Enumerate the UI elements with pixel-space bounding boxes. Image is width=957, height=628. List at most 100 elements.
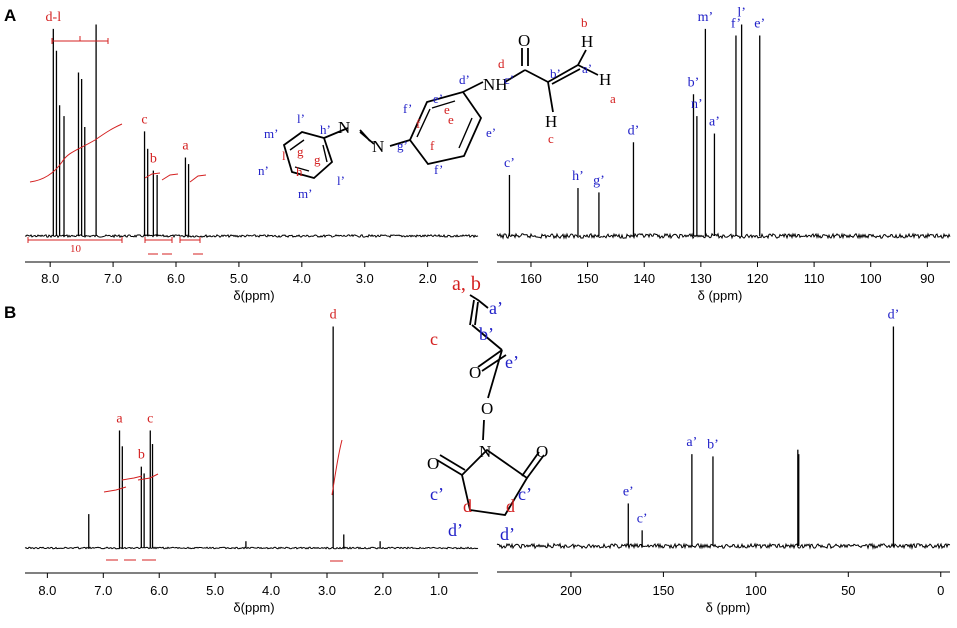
panel-label-b: B: [4, 303, 16, 322]
x-tick-label: 0: [937, 583, 944, 598]
integral-curve-c: [144, 172, 161, 179]
label-f-prime-top: f’: [403, 101, 412, 116]
peak-label: d-l: [46, 10, 62, 25]
x-tick-label: 5.0: [230, 271, 248, 286]
x-tick-label: 7.0: [94, 583, 112, 598]
atom-n1: N: [338, 118, 350, 137]
label-e-prime-bottom: e’: [486, 125, 496, 140]
peak-label: b: [150, 152, 157, 167]
label-e-prime-top: e’: [433, 91, 443, 106]
label-h-prime: h’: [320, 122, 331, 137]
ring-label-f-top: f: [416, 116, 421, 131]
label-a: a: [610, 91, 616, 106]
spectrum-baseline: [496, 542, 951, 551]
phenyl-ring-right: [408, 90, 483, 166]
x-axis-title: δ(ppm): [233, 288, 274, 303]
x-axis-title: δ (ppm): [706, 600, 751, 615]
x-tick-label: 140: [633, 271, 655, 286]
peak-label: c’: [504, 156, 515, 171]
x-tick-label: 6.0: [150, 583, 168, 598]
label-e-prime-b: e’: [505, 352, 519, 372]
x-tick-label: 8.0: [38, 583, 56, 598]
x-tick-label: 6.0: [167, 271, 185, 286]
x-tick-label: 130: [690, 271, 712, 286]
atom-n2: N: [372, 137, 384, 156]
label-d-right: d: [506, 496, 515, 516]
label-c-b: c: [430, 329, 438, 349]
succinimide-ring: [461, 448, 529, 516]
ring-label-g: g: [297, 144, 304, 159]
peak-label: a: [116, 411, 123, 426]
atom-o-carbonyl: O: [469, 363, 481, 382]
acrylamide-bonds: [462, 48, 599, 113]
peak-label: a: [182, 139, 189, 154]
x-tick-label: 110: [804, 271, 825, 286]
integral-bar-aromatic: [27, 237, 123, 243]
ring-label-e-bottom: e: [448, 112, 454, 127]
atom-h-b: H: [581, 32, 593, 51]
spectrum-b-1h: a b c d 8.0 7.0 6.0 5.0 4.0 3.0 2.0 1.0 δ(ppm): [24, 308, 479, 615]
spectrum-b-13c: e’c’a’ b’d’200 150 100 50 0δ (ppm): [496, 307, 951, 615]
label-d-prime: d’: [459, 72, 470, 87]
label-a-prime: a’: [582, 61, 592, 76]
x-tick-label: 120: [747, 271, 769, 286]
x-axis-title: δ (ppm): [698, 288, 743, 303]
molecule-a-atoms: N N NH O H H H a b c d a’ b’ c’ d’ e’ f’…: [258, 15, 616, 201]
ring-label-l: l: [282, 148, 286, 163]
integral-bar-vinyl: [144, 237, 201, 243]
integral-curve-d: [331, 439, 343, 496]
panel-label-a: A: [4, 6, 16, 25]
x-axis-title: δ(ppm): [233, 600, 274, 615]
label-m-prime-bottom: m’: [298, 186, 312, 201]
label-m-prime-top: m’: [264, 126, 278, 141]
x-tick-label: 1.0: [430, 583, 448, 598]
label-ab: a, b: [452, 273, 481, 295]
peak-label: b’: [688, 75, 700, 90]
label-c-prime: c’: [504, 72, 514, 87]
integration-b-1h: [103, 439, 343, 562]
ring-label-h: h: [296, 164, 303, 179]
label-l-prime-bottom: l’: [337, 173, 345, 188]
x-tick-label: 160: [520, 271, 542, 286]
x-tick-label: 3.0: [356, 271, 374, 286]
ring-label-e-top: e: [444, 102, 450, 117]
x-tick-label: 2.0: [419, 271, 437, 286]
integral-curve-aromatic: [29, 123, 123, 183]
spectrum-baseline: [24, 233, 479, 239]
molecule-b-atoms: O O N O O a, b c d d a’ b’ e’ c’ c’ d’ d…: [427, 273, 548, 544]
peak-label: n’: [691, 97, 703, 112]
label-d: d: [498, 56, 505, 71]
integral-curve-a: [189, 174, 207, 183]
x-tick-label: 4.0: [293, 271, 311, 286]
peak-label: b: [138, 448, 145, 463]
molecule-a: [282, 48, 599, 179]
azo-bond: [323, 127, 375, 145]
integration-a-1h: [27, 36, 207, 255]
label-b-prime: b’: [550, 66, 561, 81]
peak-label: h’: [572, 169, 584, 184]
spectrum-a-1h: d-l c b a 8.0 7.0 6.0 5.0 4.0 3.0 2.0 δ(ppm): [24, 10, 479, 303]
x-tick-label: 4.0: [262, 583, 280, 598]
x-tick-label: 5.0: [206, 583, 224, 598]
x-tick-label: 7.0: [104, 271, 122, 286]
peak-label: e’: [623, 484, 634, 499]
peak-label: e’: [754, 16, 765, 31]
atom-h-c: H: [545, 112, 557, 131]
label-l-prime-top: l’: [297, 111, 305, 126]
label-d-prime-right: d’: [500, 524, 515, 544]
label-d-prime-left: d’: [448, 520, 463, 540]
x-tick-label: 8.0: [41, 271, 59, 286]
x-tick-label: 100: [745, 583, 767, 598]
label-n-prime: n’: [258, 163, 269, 178]
spectrum-baseline: [24, 546, 479, 550]
atom-o: O: [518, 31, 530, 50]
peak-label: c’: [637, 511, 648, 526]
peak-label: l’: [737, 6, 746, 21]
peak-label: d’: [628, 123, 640, 138]
atom-n: N: [479, 442, 491, 461]
dl-bracket: [51, 36, 109, 44]
integral-curve-b: [161, 173, 179, 181]
integral-value-aromatic: 10: [70, 243, 82, 255]
label-c-prime-left: c’: [430, 484, 444, 504]
